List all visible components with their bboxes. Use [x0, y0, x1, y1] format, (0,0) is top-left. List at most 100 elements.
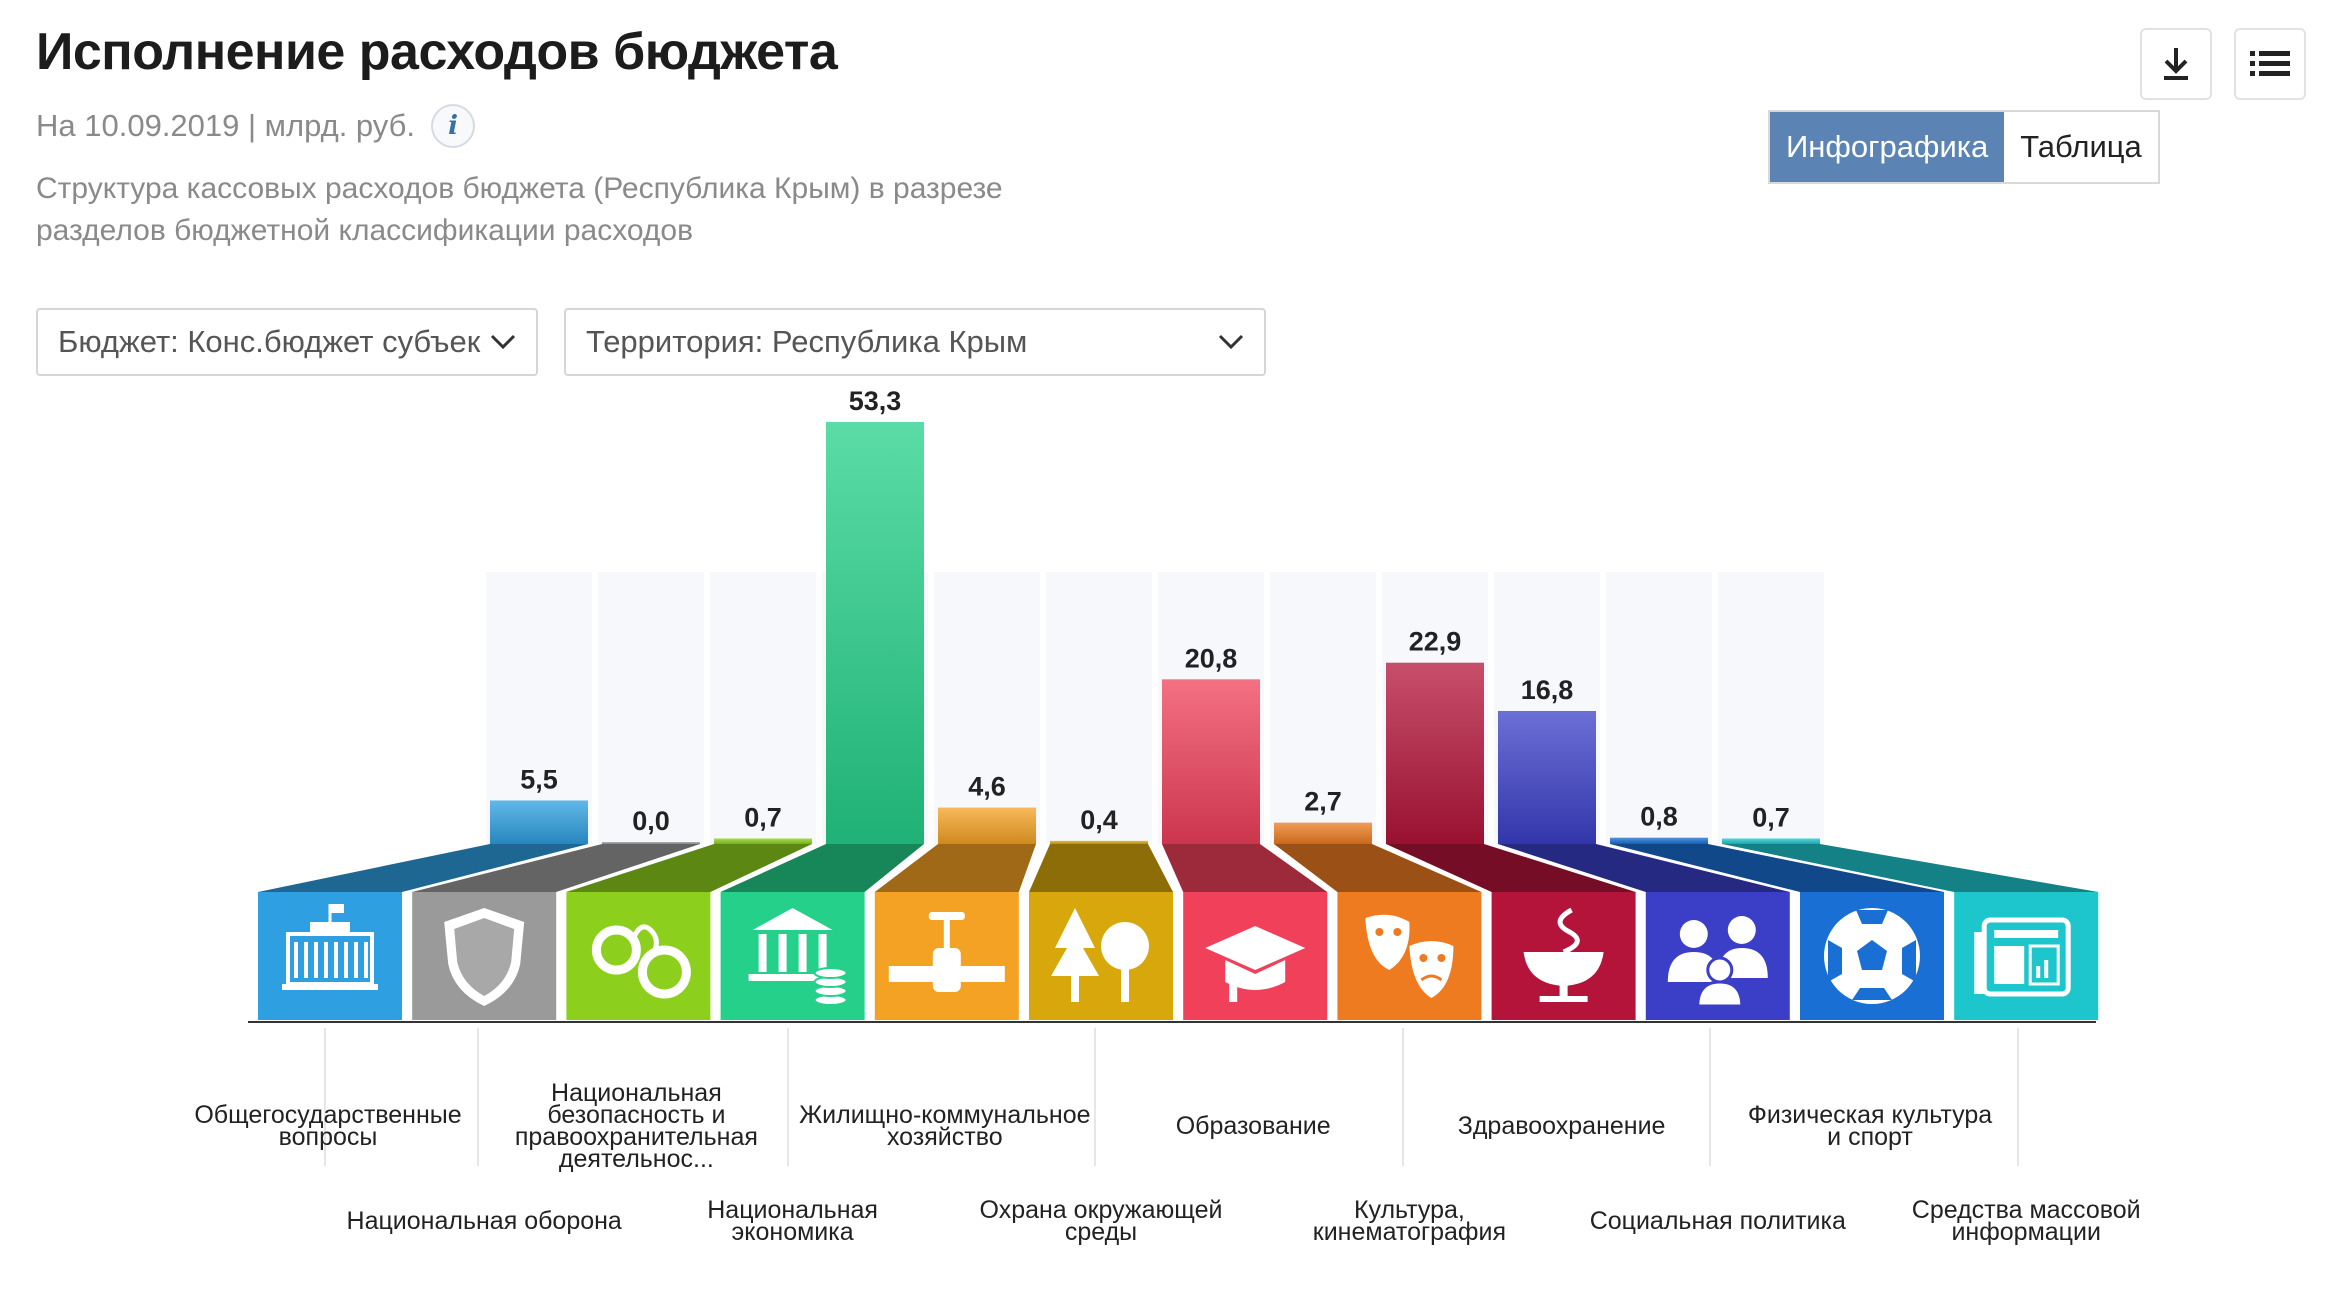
category-label-line: Общегосударственные: [194, 1101, 461, 1129]
category-label-line: хозяйство: [887, 1123, 1003, 1151]
category-label-line: кинематография: [1313, 1218, 1506, 1246]
icon-part: [364, 942, 368, 978]
category-tile: [1337, 892, 1482, 1020]
icon-part: [1101, 922, 1149, 970]
icon-part: [310, 922, 350, 932]
icon-part: [1828, 940, 1842, 982]
graduation-cap-icon: [1205, 926, 1306, 1002]
category-label-line: и спорт: [1827, 1123, 1913, 1151]
category-label-line: экономика: [732, 1218, 854, 1246]
chevron-down-icon: [1218, 334, 1244, 350]
territory-select-value: Территория: Республика Крым: [586, 324, 1028, 359]
icon-part: [334, 942, 338, 978]
icon-part: [1121, 966, 1129, 1002]
category-label-line: деятельнос...: [559, 1145, 714, 1173]
category-label-line: Национальная: [551, 1079, 722, 1107]
medical-bowl-icon: [1523, 907, 1604, 1002]
bar: [1610, 837, 1708, 844]
category-label-line: Национальная: [707, 1196, 878, 1224]
bar-background-column: [486, 572, 592, 844]
icon-part: [1375, 928, 1384, 936]
bar-value-label: 53,3: [849, 386, 902, 416]
territory-select[interactable]: Территория: Республика Крым: [564, 308, 1266, 376]
connector-funnel: [874, 844, 1036, 892]
list-menu-icon: [2250, 51, 2290, 76]
category-label-line: информации: [1951, 1218, 2101, 1246]
bar: [826, 422, 924, 844]
connector-funnel: [720, 844, 924, 892]
info-icon[interactable]: i: [431, 104, 476, 148]
people-icon: [1667, 916, 1768, 1008]
bar-background-column: [934, 572, 1040, 844]
icon-part: [1667, 952, 1720, 982]
budget-select[interactable]: Бюджет: Конс.бюджет субъек: [36, 308, 538, 376]
icon-part: [1051, 908, 1099, 976]
icon-part: [1902, 940, 1916, 982]
download-button[interactable]: [2140, 28, 2212, 100]
icon-part: [314, 942, 318, 978]
icon-part: [330, 904, 344, 913]
date-unit-line: На 10.09.2019 | млрд. руб. i: [36, 104, 476, 148]
icon-part: [1071, 976, 1079, 1002]
category-label: Физическая культура и спорт: [1748, 1101, 1992, 1151]
list-menu-button[interactable]: [2234, 28, 2306, 100]
bar-value-label: 5,5: [520, 764, 558, 794]
category-label-line: Культура,: [1354, 1196, 1465, 1224]
icon-part: [1225, 960, 1286, 990]
shield-icon: [444, 908, 525, 1006]
connector-funnel: [1610, 844, 1944, 892]
category-label-line: Социальная политика: [1590, 1207, 1846, 1235]
budget-select-value: Бюджет: Конс.бюджет субъек: [58, 324, 481, 359]
icon-part: [1557, 907, 1580, 955]
football-icon: [1824, 908, 1920, 1004]
icon-part: [1857, 940, 1887, 970]
category-label: Национальная оборона: [347, 1207, 622, 1235]
bar: [1162, 679, 1260, 844]
icon-part: [758, 934, 767, 972]
bar-background-column: [1046, 572, 1152, 844]
icon-part: [2028, 944, 2060, 986]
bar: [1274, 822, 1372, 844]
icon-part: [1994, 946, 2025, 984]
tab-table[interactable]: Таблица: [2004, 112, 2158, 182]
icon-part: [752, 908, 833, 930]
download-icon: [2164, 48, 2188, 80]
connector-funnel: [566, 844, 812, 892]
icon-part: [304, 942, 308, 978]
icon-part: [818, 934, 827, 972]
category-label: Национальная экономика: [707, 1196, 878, 1246]
category-label-line: безопасность и: [547, 1101, 725, 1129]
bar-background-column: [1606, 572, 1712, 844]
chevron-down-icon: [490, 334, 516, 350]
icon-part: [1559, 984, 1568, 996]
icon-part: [1437, 954, 1446, 962]
bar: [1498, 710, 1596, 844]
category-label: Средства массовой информации: [1912, 1196, 2141, 1246]
bar: [1722, 838, 1820, 844]
category-label: Социальная политика: [1590, 1207, 1846, 1235]
icon-part: [2044, 960, 2049, 978]
connector-funnel: [1498, 844, 1790, 892]
icon-part: [1706, 956, 1734, 984]
icon-part: [748, 974, 819, 981]
category-label: Жилищно-коммунальное хозяйство: [799, 1101, 1090, 1151]
bank-coins-icon: [748, 908, 848, 1006]
category-label: Общегосударственные вопросы: [194, 1101, 461, 1151]
bar-background-column: [1270, 572, 1376, 844]
category-label-line: Образование: [1176, 1112, 1331, 1140]
bar-value-label: 0,8: [1640, 802, 1678, 832]
connector-funnel: [1162, 844, 1328, 892]
icon-part: [282, 984, 378, 990]
tab-infographic[interactable]: Инфографика: [1770, 112, 2005, 182]
icon-part: [1393, 928, 1402, 936]
bar-value-label: 4,6: [968, 772, 1006, 802]
bar-value-label: 22,9: [1409, 627, 1462, 657]
category-label-line: вопросы: [279, 1123, 378, 1151]
connector-funnel: [412, 844, 700, 892]
icon-part: [778, 934, 787, 972]
category-label: Образование: [1176, 1112, 1331, 1140]
category-label-line: Охрана окружающей: [980, 1196, 1223, 1224]
category-label-line: Национальная оборона: [347, 1207, 622, 1235]
bar: [490, 800, 588, 844]
icon-part: [1727, 916, 1756, 944]
